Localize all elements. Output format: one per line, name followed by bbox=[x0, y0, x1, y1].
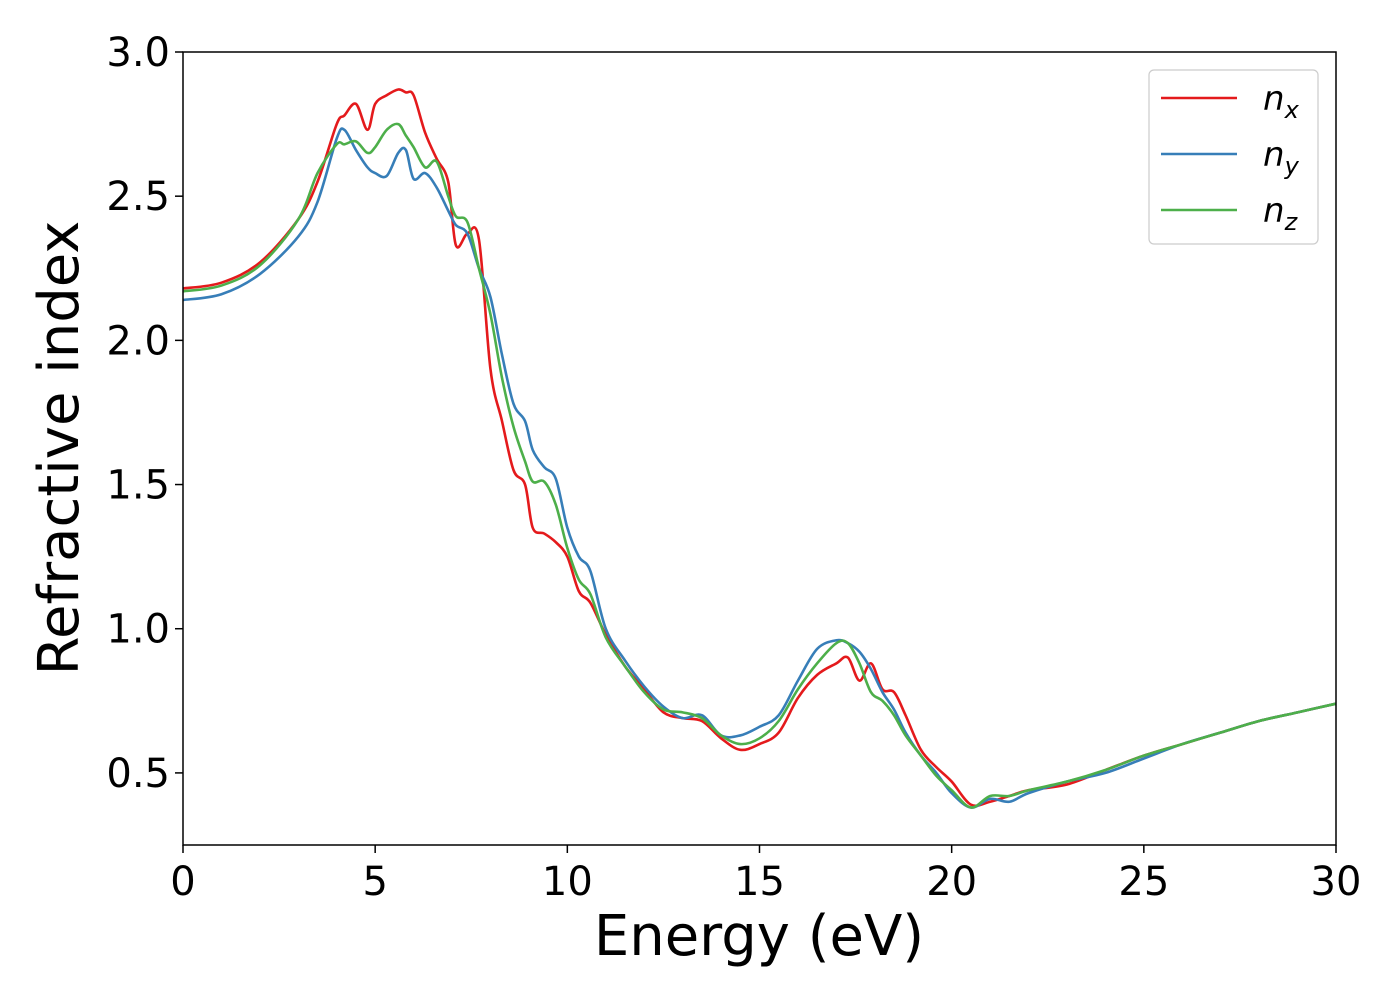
x-tick-label: 5 bbox=[362, 859, 387, 905]
x-tick-label: 15 bbox=[734, 859, 785, 905]
y-tick-label: 2.0 bbox=[106, 318, 170, 364]
y-tick-label: 3.0 bbox=[106, 30, 170, 76]
y-axis-title: Refractive index bbox=[27, 221, 92, 676]
x-tick-label: 30 bbox=[1311, 859, 1362, 905]
y-tick-label: 1.5 bbox=[106, 463, 170, 509]
x-axis-title: Energy (eV) bbox=[594, 904, 924, 969]
x-tick-label: 0 bbox=[170, 859, 195, 905]
series-line-n-z bbox=[182, 122, 1337, 809]
legend: nx ny nz bbox=[1148, 69, 1319, 245]
legend-label-n-x: nx bbox=[1263, 79, 1300, 124]
x-tick-label: 10 bbox=[542, 859, 593, 905]
y-axis-ticks: 0.5 1.0 1.5 2.0 2.5 3.0 bbox=[106, 30, 183, 797]
legend-box bbox=[1148, 69, 1319, 245]
legend-label-n-y: ny bbox=[1263, 135, 1300, 180]
y-tick-label: 1.0 bbox=[106, 607, 170, 653]
x-axis-ticks: 0 5 10 15 20 25 30 bbox=[170, 845, 1361, 905]
y-tick-label: 0.5 bbox=[106, 751, 170, 797]
y-tick-label: 2.5 bbox=[106, 174, 170, 220]
legend-label-n-z: nz bbox=[1263, 191, 1299, 236]
x-tick-label: 25 bbox=[1118, 859, 1169, 905]
plot-lines bbox=[182, 88, 1337, 809]
x-tick-label: 20 bbox=[926, 859, 977, 905]
